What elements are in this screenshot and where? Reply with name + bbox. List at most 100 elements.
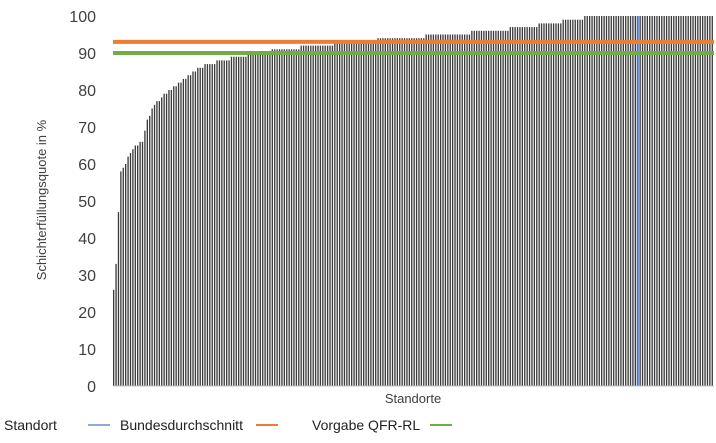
bar [605, 16, 608, 386]
bar [627, 16, 629, 386]
bar [504, 30, 507, 387]
bar [601, 16, 603, 386]
bar [406, 38, 408, 386]
bar [658, 16, 661, 386]
bar [665, 16, 668, 386]
bar [574, 19, 576, 386]
y-tick-label: 40 [78, 231, 96, 248]
bar [158, 101, 160, 386]
bar [610, 16, 612, 386]
bar [382, 38, 384, 386]
bar [689, 16, 692, 386]
bar [305, 45, 307, 386]
bar [391, 38, 394, 386]
bar [295, 49, 298, 387]
bar [187, 75, 189, 386]
y-tick-label: 70 [78, 120, 96, 137]
bar [567, 19, 569, 386]
bar [225, 60, 228, 387]
bar [408, 38, 411, 386]
legend: Standort Bundesdurchschnitt Vorgabe QFR-… [4, 417, 452, 433]
bar [341, 41, 343, 387]
bar [451, 34, 454, 386]
bar [242, 56, 245, 386]
bar [572, 19, 574, 386]
bar [338, 41, 341, 387]
bar [557, 23, 560, 387]
bar [375, 41, 377, 387]
bar [413, 38, 415, 386]
bar [641, 16, 644, 386]
bar [449, 34, 451, 386]
bar [274, 49, 276, 387]
bar [507, 30, 509, 387]
bar [122, 167, 124, 386]
bar [117, 212, 120, 386]
bar [608, 16, 610, 386]
bar [146, 119, 148, 386]
bar [661, 16, 663, 386]
bar [204, 64, 206, 386]
bar [403, 38, 406, 386]
bar [463, 34, 466, 386]
bar [257, 53, 259, 386]
bar [365, 41, 367, 387]
bar [379, 38, 382, 386]
bar [302, 45, 305, 386]
bar [153, 104, 156, 387]
bar [415, 38, 418, 386]
bar [613, 16, 615, 386]
bar [526, 27, 528, 386]
y-tick-label: 20 [78, 305, 96, 322]
bar [163, 93, 165, 386]
bar [682, 16, 685, 386]
bar [485, 30, 487, 387]
bar [156, 101, 158, 386]
bar [175, 86, 177, 387]
bar [545, 23, 548, 387]
bar [271, 49, 273, 387]
bar [269, 53, 271, 386]
bar [670, 16, 673, 386]
bars [113, 16, 713, 387]
bar [372, 41, 374, 387]
bar [377, 38, 379, 386]
bar [593, 16, 596, 386]
bar [478, 30, 480, 387]
bar [497, 30, 499, 387]
bar [456, 34, 459, 386]
bar [144, 130, 146, 386]
bar [129, 152, 132, 386]
bar [564, 19, 567, 386]
bar [113, 289, 115, 386]
y-axis-title: Schichterfüllungsquote in % [34, 119, 49, 280]
y-tick-label: 100 [69, 9, 96, 26]
bar [213, 64, 216, 386]
bar [221, 60, 223, 387]
bar [581, 19, 584, 386]
bar [512, 27, 514, 386]
bar [322, 45, 324, 386]
legend-entry-bundesdurchschnitt: Bundesdurchschnitt [120, 417, 243, 433]
bar [298, 49, 300, 387]
bar [709, 16, 711, 386]
bar [598, 16, 600, 386]
bar [149, 115, 151, 387]
bar [317, 45, 319, 386]
bar [170, 90, 173, 386]
bar [276, 49, 278, 387]
bar [185, 78, 187, 387]
bar [324, 45, 326, 386]
bar [663, 16, 665, 386]
bar [247, 53, 249, 386]
bar [697, 16, 699, 386]
bar [334, 41, 336, 387]
bar [286, 49, 288, 387]
y-tick-label: 80 [78, 83, 96, 100]
bar [288, 49, 290, 387]
bar [230, 56, 233, 386]
bar [283, 49, 285, 387]
bar [646, 16, 649, 386]
bar [240, 56, 242, 386]
bar [516, 27, 519, 386]
